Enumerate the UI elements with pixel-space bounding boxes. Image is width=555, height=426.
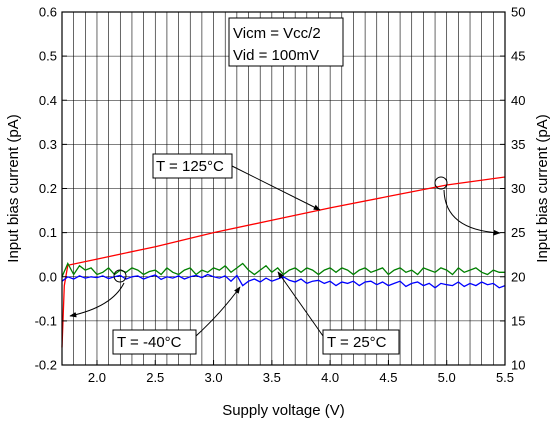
x-tick-label: 4.0 <box>321 370 339 385</box>
y-tick-label-right: 15 <box>511 313 525 328</box>
annotation-arrow-125c <box>231 165 321 211</box>
axis-marker-circle-left <box>113 269 127 283</box>
y-axis-title-left: Input bias current (pA) <box>5 114 22 262</box>
annotation-label-25c: T = 25°C <box>327 334 387 351</box>
y-tick-label-left: 0.1 <box>39 225 57 240</box>
annotation-box-25c <box>322 329 400 355</box>
annotation-label-minus40c: T = -40°C <box>117 334 182 351</box>
x-tick-label: 3.5 <box>263 370 281 385</box>
x-tick-label: 2.0 <box>88 370 106 385</box>
y-tick-label-left: 0.5 <box>39 49 57 64</box>
y-tick-label-right: 20 <box>511 269 525 284</box>
axis-marker-circle-right <box>434 176 448 190</box>
annotation-arrow-25c <box>277 271 324 337</box>
conditions-box-frame <box>228 17 344 67</box>
y-tick-label-left: 0.6 <box>39 5 57 20</box>
y-tick-label-right: 40 <box>511 93 525 108</box>
annotation-box-minus40c <box>112 329 197 355</box>
y-tick-label-left: 0.2 <box>39 181 57 196</box>
annotation-box-125c <box>152 153 233 179</box>
callouts: T = 125°C T = -40°C T = 25°C <box>69 153 501 355</box>
y-axis-title-right: Input bias current (pA) <box>534 114 551 262</box>
series-line-t-125-c <box>61 176 506 348</box>
axis-ticks: 2.0 2.5 3.0 3.5 4.0 4.5 5.0 5.5 -0.2 -0.1 0.0 0.1 0.… <box>35 5 526 386</box>
y-tick-label-right: 45 <box>511 49 525 64</box>
y-tick-label-left: -0.2 <box>35 358 57 373</box>
condition-line-vicm: Vicm = Vcc/2 <box>233 25 321 42</box>
y-tick-label-right: 50 <box>511 5 525 20</box>
x-tick-label: 5.5 <box>496 370 514 385</box>
y-tick-label-left: -0.1 <box>35 313 57 328</box>
x-tick-label: 3.0 <box>205 370 223 385</box>
x-tick-label: 2.5 <box>146 370 164 385</box>
annotation-label-125c: T = 125°C <box>156 158 224 175</box>
x-tick-label: 4.5 <box>379 370 397 385</box>
condition-line-vid: Vid = 100mV <box>233 47 319 64</box>
y-tick-label-right: 10 <box>511 358 525 373</box>
conditions-box: Vicm = Vcc/2 Vid = 100mV <box>228 17 344 67</box>
annotation-arrow-minus40c <box>195 286 241 337</box>
y-tick-label-left: 0.3 <box>39 137 57 152</box>
axis-pointer-arrow-left <box>69 282 125 318</box>
x-axis-title: Supply voltage (V) <box>222 402 345 419</box>
x-tick-label: 5.0 <box>438 370 456 385</box>
y-tick-label-left: 0.0 <box>39 269 57 284</box>
y-tick-label-right: 30 <box>511 181 525 196</box>
y-tick-label-left: 0.4 <box>39 93 57 108</box>
axis-pointer-arrow-right <box>443 189 501 236</box>
y-tick-label-right: 25 <box>511 225 525 240</box>
y-tick-label-right: 35 <box>511 137 525 152</box>
